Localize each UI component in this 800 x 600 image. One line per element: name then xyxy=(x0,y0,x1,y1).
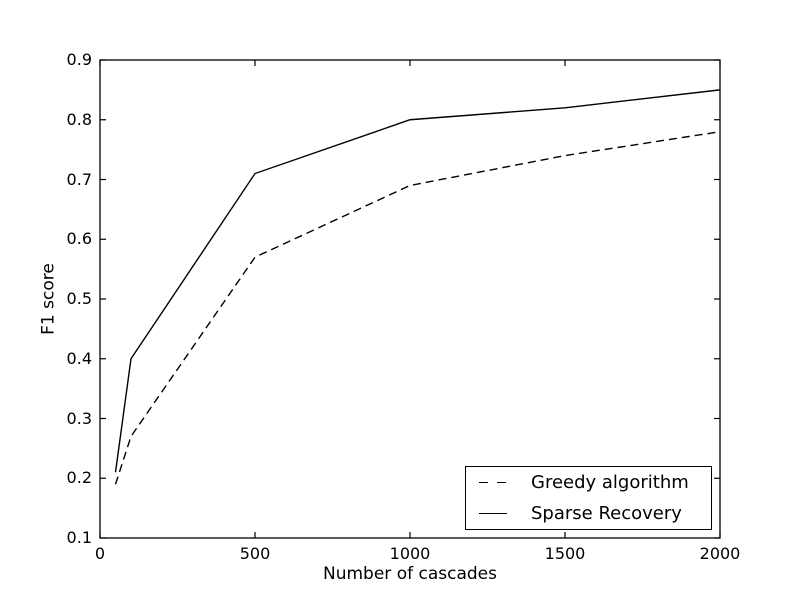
legend-label-greedy-algorithm: Greedy algorithm xyxy=(531,471,689,493)
y-axis-label: F1 score xyxy=(38,263,59,335)
y-tick-label: 0.4 xyxy=(66,348,92,368)
y-tick-label: 0.7 xyxy=(66,169,92,189)
x-tick-label: 1000 xyxy=(389,544,431,563)
y-tick-label: 0.1 xyxy=(66,528,92,547)
series-line-sparse-recovery xyxy=(114,89,721,473)
y-tick-label: 0.5 xyxy=(66,289,92,308)
x-tick-label: 1500 xyxy=(544,544,586,563)
x-tick-label: 500 xyxy=(239,544,271,563)
legend-item-greedy-algorithm: Greedy algorithm xyxy=(479,472,703,494)
legend-label-sparse-recovery: Sparse Recovery xyxy=(531,502,682,524)
y-tick-label: 0.6 xyxy=(66,229,92,249)
solid-line-sample-icon xyxy=(479,512,507,514)
y-tick-label: 0.3 xyxy=(66,408,92,428)
y-tick-label: 0.8 xyxy=(66,109,92,129)
x-tick-label: 2000 xyxy=(699,544,741,563)
legend-item-sparse-recovery: Sparse Recovery xyxy=(479,503,703,525)
x-tick-label: 0 xyxy=(94,544,106,563)
x-axis-label: Number of cascades xyxy=(323,564,497,584)
legend: Greedy algorithm Sparse Recovery xyxy=(465,466,712,530)
series-line-greedy-algorithm xyxy=(114,131,721,485)
y-tick-label: 0.9 xyxy=(66,50,92,69)
dashed-line-sample-icon xyxy=(479,481,507,484)
y-tick-label: 0.2 xyxy=(66,468,92,488)
